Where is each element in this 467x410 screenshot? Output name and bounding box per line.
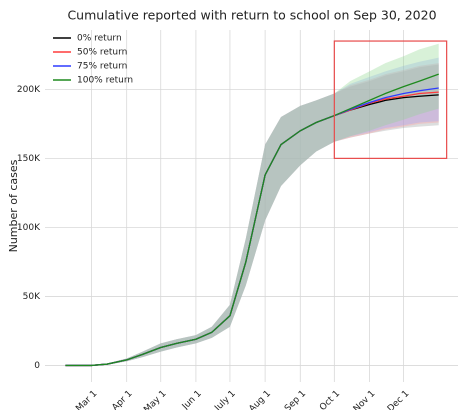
x-tick-label: Mar 1: [74, 389, 99, 410]
highlight-box: [333, 40, 448, 159]
x-tick-label: May 1: [142, 389, 168, 410]
confidence-band: [65, 57, 439, 366]
x-tick-label: Apr 1: [110, 389, 134, 410]
y-tick-label: 150K: [17, 154, 41, 164]
confidence-band: [65, 63, 439, 366]
legend-label: 0% return: [77, 34, 122, 44]
legend-label: 50% return: [77, 48, 127, 58]
x-tick-label: July 1: [213, 389, 238, 410]
y-tick-label: 50K: [23, 292, 41, 302]
x-tick-label: Aug 1: [247, 389, 273, 410]
legend-label: 75% return: [77, 62, 127, 72]
y-tick-label: 0: [34, 361, 40, 371]
x-tick-label: Dec 1: [386, 389, 411, 410]
confidence-band: [65, 43, 439, 366]
y-tick-label: 200K: [17, 85, 41, 95]
x-tick-label: Nov 1: [352, 389, 378, 410]
chart-title: Cumulative reported with return to schoo…: [67, 8, 436, 23]
x-tick-label: Oct 1: [318, 389, 342, 410]
line: [65, 73, 439, 367]
legend: 0% return 50% return 75% return 100% return: [53, 34, 133, 86]
y-tick-label: 100K: [17, 223, 41, 233]
y-axis-label: Number of cases: [7, 159, 20, 252]
confidence-band: [65, 64, 439, 366]
x-tick-label: Sep 1: [283, 389, 308, 410]
x-tick-label: Jun 1: [180, 389, 204, 410]
legend-label: 100% return: [77, 76, 133, 86]
